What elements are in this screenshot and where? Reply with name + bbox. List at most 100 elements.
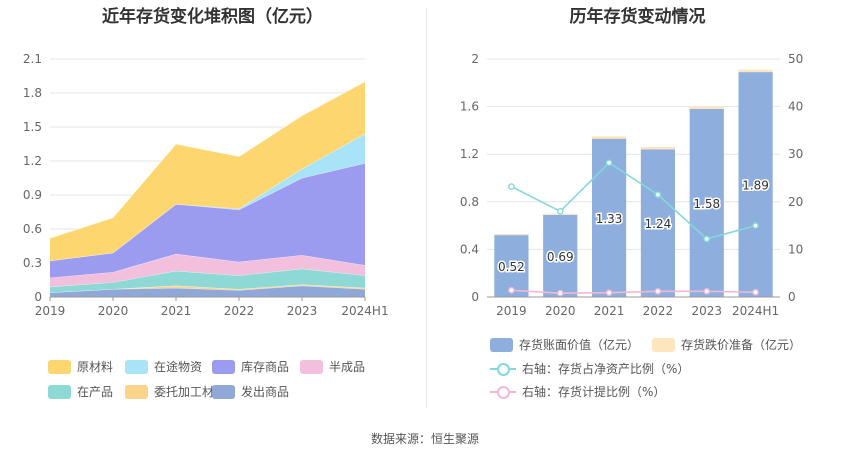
line-point bbox=[605, 289, 613, 297]
legend-item[interactable]: 右轴：存货占净资产比例（%） bbox=[490, 360, 689, 377]
area-库存商品 bbox=[50, 163, 365, 278]
legend-line-symbol bbox=[490, 362, 516, 376]
x-tick-label: 2022 bbox=[224, 304, 255, 318]
bar-存货跌价准备（亿元） bbox=[738, 69, 773, 73]
legend-swatch bbox=[125, 384, 148, 399]
legend-line-symbol bbox=[490, 385, 516, 399]
x-tick-label: 2021 bbox=[594, 304, 625, 318]
bar-存货账面价值（亿元） bbox=[738, 72, 773, 297]
y-tick-label: 1.2 bbox=[460, 147, 479, 161]
y2-tick-label: 0 bbox=[788, 290, 796, 304]
legend-label: 存货账面价值（亿元） bbox=[519, 338, 640, 352]
bar-value-label: 1.33 bbox=[596, 212, 623, 226]
legend-item[interactable]: 委托加工材料 bbox=[125, 383, 226, 400]
bar-存货账面价值（亿元） bbox=[640, 149, 676, 297]
bar-value-label: 1.89 bbox=[742, 179, 769, 193]
legend-swatch bbox=[490, 337, 513, 352]
y-tick-label: 0 bbox=[471, 290, 479, 304]
line-右轴：存货占净资产比例（%） bbox=[511, 161, 756, 240]
y-tick-label: 1.6 bbox=[460, 100, 479, 114]
stacked-area-chart: 0 0.3 0.6 0.9 1.2 1.5 1.8 2.1 2019 2020 2021 2022 20… bbox=[23, 52, 389, 318]
legend-swatch bbox=[212, 359, 235, 374]
y2-tick-label: 10 bbox=[788, 242, 803, 256]
bar-存货账面价值（亿元） bbox=[689, 108, 724, 297]
legend-label: 存货跌价准备（亿元） bbox=[681, 338, 802, 352]
y2-tick-label: 40 bbox=[788, 100, 803, 114]
legend-swatch bbox=[48, 359, 71, 374]
line-point bbox=[508, 183, 515, 190]
bar-存货账面价值（亿元） bbox=[543, 214, 578, 297]
legend-label: 半成品 bbox=[329, 360, 366, 374]
y-tick-label: 0.8 bbox=[460, 195, 479, 209]
legend-item[interactable]: 存货账面价值（亿元） bbox=[490, 336, 639, 353]
x-tick-label: 2022 bbox=[643, 304, 674, 318]
legend-item[interactable]: 库存商品 bbox=[212, 358, 289, 375]
right-chart-title: 历年存货变动情况 bbox=[569, 7, 706, 27]
line-point bbox=[703, 287, 711, 295]
legend-label: 右轴：存货计提比例（%） bbox=[522, 385, 666, 399]
line-point bbox=[654, 191, 662, 198]
legend-item[interactable]: 半成品 bbox=[300, 358, 365, 375]
legend-swatch bbox=[48, 384, 71, 399]
legend-marker bbox=[497, 362, 510, 376]
legend-marker bbox=[497, 385, 510, 399]
y-tick-label: 1.2 bbox=[23, 154, 42, 168]
x-tick-label: 2019 bbox=[35, 304, 66, 318]
bar-存货账面价值（亿元） bbox=[494, 235, 529, 297]
y2-tick-label: 50 bbox=[788, 52, 803, 66]
area-edge bbox=[49, 268, 366, 288]
line-point bbox=[556, 289, 564, 297]
area-委托加工材料 bbox=[50, 284, 365, 293]
x-tick-label: 2020 bbox=[545, 304, 576, 318]
y-tick-label: 0.9 bbox=[23, 188, 42, 202]
bar-存货跌价准备（亿元） bbox=[640, 147, 676, 150]
y-tick-label: 2 bbox=[471, 52, 479, 66]
x-tick-label: 2023 bbox=[691, 304, 722, 318]
x-tick-label: 2024H1 bbox=[732, 304, 779, 318]
legend-label: 库存商品 bbox=[241, 360, 290, 374]
legend-label: 右轴：存货占净资产比例（%） bbox=[522, 362, 690, 376]
y-tick-label: 0.4 bbox=[460, 242, 479, 256]
legend-swatch bbox=[652, 337, 675, 352]
area-半成品 bbox=[50, 253, 365, 287]
legend-item[interactable]: 右轴：存货计提比例（%） bbox=[490, 383, 665, 400]
line-point bbox=[752, 222, 759, 229]
bar-存货跌价准备（亿元） bbox=[591, 136, 627, 139]
y-tick-label: 0 bbox=[34, 290, 42, 304]
legend-swatch bbox=[300, 359, 323, 374]
y-tick-label: 1.8 bbox=[23, 86, 42, 100]
legend-item[interactable]: 在途物资 bbox=[125, 358, 202, 375]
legend-label: 在途物资 bbox=[154, 360, 203, 374]
area-发出商品 bbox=[50, 285, 365, 297]
area-原材料 bbox=[50, 81, 365, 261]
legend-item[interactable]: 存货跌价准备（亿元） bbox=[652, 336, 801, 353]
y-tick-label: 1.5 bbox=[23, 120, 42, 134]
x-tick-label: 2021 bbox=[161, 304, 192, 318]
bar-value-label: 0.69 bbox=[547, 250, 574, 264]
area-在产品 bbox=[50, 268, 365, 293]
line-point bbox=[703, 235, 711, 243]
x-tick-label: 2020 bbox=[98, 304, 129, 318]
y2-tick-label: 30 bbox=[788, 147, 803, 161]
x-tick-label: 2019 bbox=[496, 304, 527, 318]
line-point bbox=[752, 288, 759, 296]
bar-存货跌价准备（亿元） bbox=[494, 233, 529, 236]
panel-divider bbox=[426, 8, 427, 408]
y2-tick-label: 20 bbox=[788, 195, 803, 209]
line-右轴：存货计提比例（%） bbox=[511, 289, 756, 294]
legend-item[interactable]: 发出商品 bbox=[212, 383, 289, 400]
legend-swatch bbox=[212, 384, 235, 399]
bar-value-label: 1.24 bbox=[645, 217, 672, 231]
area-edge bbox=[49, 81, 366, 239]
x-tick-label: 2023 bbox=[287, 304, 318, 318]
x-tick-label: 2024H1 bbox=[341, 304, 388, 318]
bar-存货跌价准备（亿元） bbox=[689, 106, 724, 109]
legend-item[interactable]: 在产品 bbox=[48, 383, 113, 400]
y-tick-label: 0.6 bbox=[23, 222, 42, 236]
legend-label: 委托加工材料 bbox=[154, 385, 227, 399]
line-point bbox=[654, 287, 662, 295]
left-chart-title: 近年存货变化堆积图（亿元） bbox=[102, 7, 323, 27]
legend-item[interactable]: 原材料 bbox=[48, 358, 113, 375]
legend-label: 发出商品 bbox=[241, 385, 290, 399]
